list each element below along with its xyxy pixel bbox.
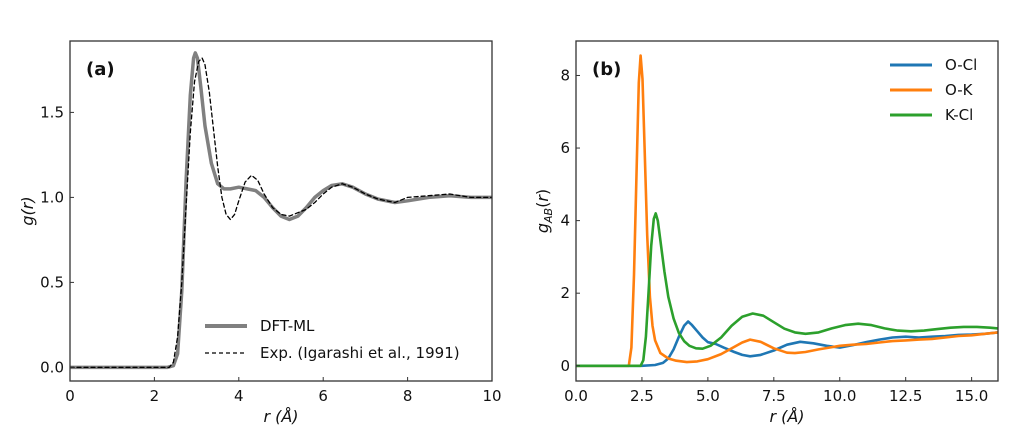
panel-b-legend: O-Cl O-K K-Cl — [890, 56, 977, 124]
panel-a-y-ticks: 0.0 0.5 1.0 1.5 — [40, 103, 74, 376]
y-tick-label: 2 — [560, 284, 570, 302]
series-line-o-cl — [576, 320, 998, 368]
panel-b-label: (b) — [592, 59, 621, 80]
y-tick-label: 4 — [560, 212, 570, 230]
x-tick-label: 0.0 — [564, 387, 588, 405]
x-tick-label: 2.5 — [630, 387, 654, 405]
y-tick-label: 8 — [560, 66, 570, 84]
panel-b-y-ticks: 0 2 4 6 8 — [560, 66, 580, 375]
series-line-exp-igarashi-et-al-1991 — [70, 57, 492, 369]
legend-label-o-k: O-K — [945, 81, 974, 99]
panel-a-series — [70, 51, 492, 370]
panel-a-x-axis-label: r (Å) — [263, 407, 298, 426]
x-tick-label: 6 — [318, 387, 328, 405]
series-line-k-cl — [576, 212, 998, 368]
panel-a-label: (a) — [86, 59, 115, 80]
x-tick-label: 10 — [482, 387, 501, 405]
panel-a-x-ticks: 0 2 4 6 8 10 — [65, 377, 502, 405]
panel-b-y-axis-label: gAB(r) — [533, 189, 555, 233]
y-tick-label: 0.0 — [40, 358, 64, 376]
legend-label-exp: Exp. (Igarashi et al., 1991) — [260, 344, 460, 362]
x-tick-label: 7.5 — [762, 387, 786, 405]
y-tick-label: 1.0 — [40, 188, 64, 206]
panel-b-x-axis-label: r (Å) — [769, 407, 804, 426]
panel-b-frame — [575, 40, 999, 382]
x-tick-label: 0 — [65, 387, 75, 405]
x-tick-label: 12.5 — [889, 387, 922, 405]
y-tick-label: 1.5 — [40, 103, 64, 121]
y-tick-label: 6 — [560, 139, 570, 157]
panel-a-gdr: 0 2 4 6 8 10 0.0 0.5 1.0 1.5 (a) r (Å) g(r) DFT-… — [18, 40, 502, 426]
y-label-close: ) — [533, 189, 552, 195]
panel-b-series — [576, 54, 998, 368]
panel-a-legend: DFT-ML Exp. (Igarashi et al., 1991) — [205, 317, 460, 362]
series-line-o-k — [576, 54, 998, 368]
panel-a-frame — [69, 40, 493, 382]
y-label-subscript: AB — [542, 208, 555, 224]
y-label-g: g — [533, 223, 552, 233]
x-tick-label: 5.0 — [696, 387, 720, 405]
x-tick-label: 4 — [234, 387, 244, 405]
y-tick-label: 0.5 — [40, 273, 64, 291]
x-tick-label: 10.0 — [823, 387, 856, 405]
panel-b-partial-gdr: 0.0 2.5 5.0 7.5 10.0 12.5 15.0 0 2 4 6 8 (b) r (Å)… — [533, 40, 999, 426]
y-tick-label: 0 — [560, 357, 570, 375]
legend-label-k-cl: K-Cl — [945, 106, 973, 124]
legend-label-dft-ml: DFT-ML — [260, 317, 315, 335]
panel-b-x-ticks: 0.0 2.5 5.0 7.5 10.0 12.5 15.0 — [564, 377, 988, 405]
panel-a-y-axis-label: g(r) — [18, 196, 37, 225]
y-label-r: r — [533, 194, 552, 202]
x-tick-label: 8 — [403, 387, 413, 405]
x-tick-label: 15.0 — [955, 387, 988, 405]
y-label-arg: ( — [533, 202, 552, 208]
x-tick-label: 2 — [150, 387, 160, 405]
legend-label-o-cl: O-Cl — [945, 56, 977, 74]
